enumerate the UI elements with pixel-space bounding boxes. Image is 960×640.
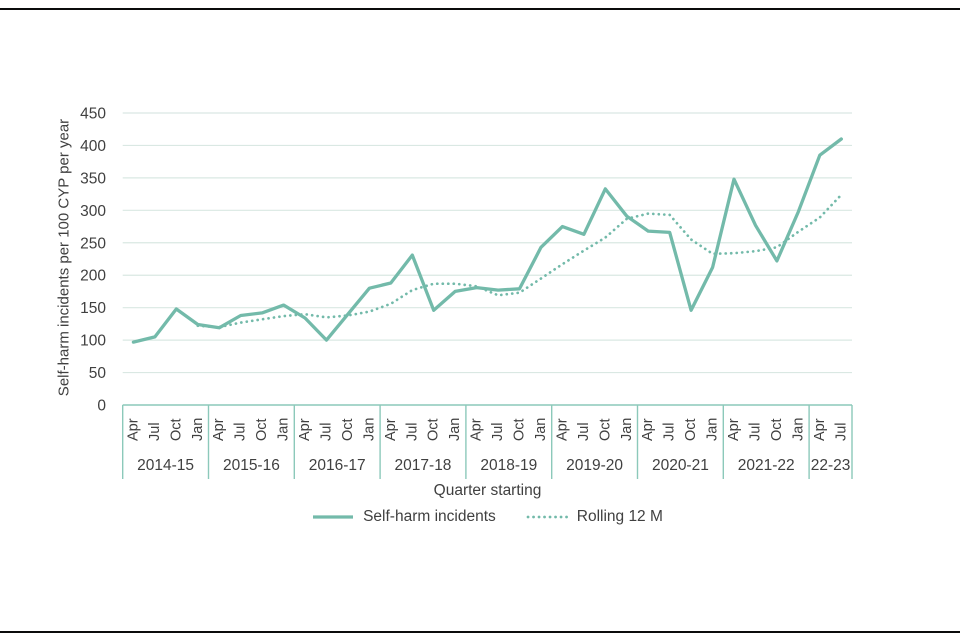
quarter-tick-label: Oct [683,418,699,441]
chart-legend: Self-harm incidents Rolling 12 M [123,508,852,526]
quarter-tick-label: Apr [469,418,485,441]
quarter-tick-label: Jan [619,418,635,441]
quarter-tick-label: Jan [790,418,806,441]
quarter-tick-label: Jul [490,422,506,441]
y-tick-label: 200 [80,268,106,285]
legend-item-rolling-12m: Rolling 12 M [526,508,663,526]
year-group-label: 2014-15 [137,457,194,474]
y-axis-title: Self-harm incidents per 100 CYP per year [55,118,73,397]
quarter-tick-label: Apr [211,418,227,441]
quarter-tick-label: Oct [340,418,356,441]
quarter-tick-label: Jul [404,422,420,441]
y-tick-label: 100 [80,333,106,350]
quarter-tick-label: Oct [512,418,528,441]
year-group-label: 2020-21 [652,457,709,474]
legend-item-self-harm-incidents: Self-harm incidents [312,508,496,526]
year-group-label: 2019-20 [566,457,623,474]
legend-label: Self-harm incidents [363,508,496,525]
quarter-tick-label: Jan [533,418,549,441]
quarter-tick-label: Oct [769,418,785,441]
quarter-tick-label: Jan [276,418,292,441]
year-group-label: 2018-19 [480,457,537,474]
quarter-tick-label: Apr [726,418,742,441]
dotted-line-swatch [526,515,568,519]
quarter-tick-label: Jan [705,418,721,441]
quarter-tick-label: Jan [447,418,463,441]
bottom-border-line [0,631,960,633]
quarter-tick-label: Oct [168,418,184,441]
year-group-label: 22-23 [811,457,851,474]
quarter-tick-label: Oct [597,418,613,441]
y-tick-label: 350 [80,170,106,187]
quarter-tick-label: Jan [361,418,377,441]
quarter-tick-label: Jul [833,422,849,441]
y-tick-label: 300 [80,203,106,220]
y-tick-label: 0 [97,398,106,415]
year-group-label: 2015-16 [223,457,280,474]
quarter-tick-label: Apr [812,418,828,441]
quarter-tick-label: Oct [254,418,270,441]
x-axis-title: Quarter starting [433,482,542,499]
self-harm-incidents-line [131,137,843,344]
quarter-tick-label: Jul [662,422,678,441]
quarter-tick-label: Jul [747,422,763,441]
year-group-label: 2021-22 [738,457,795,474]
y-tick-label: 50 [89,365,107,382]
quarter-tick-label: Jul [318,422,334,441]
quarter-tick-label: Jul [576,422,592,441]
y-tick-label: 150 [80,300,106,317]
quarter-tick-label: Oct [426,418,442,441]
year-group-label: 2016-17 [309,457,366,474]
quarter-tick-label: Apr [125,418,141,441]
quarter-tick-label: Jul [147,422,163,441]
quarter-tick-label: Apr [554,418,570,441]
quarter-tick-label: Apr [383,418,399,441]
solid-line-swatch [313,515,354,519]
y-tick-label: 250 [80,235,106,252]
legend-label: Rolling 12 M [576,508,663,525]
quarter-tick-label: Jan [190,418,206,441]
year-group-label: 2017-18 [395,457,452,474]
top-border-line [0,8,960,10]
quarter-tick-label: Jul [233,422,249,441]
y-tick-label: 450 [80,106,106,123]
y-tick-label: 400 [80,138,106,155]
quarter-tick-label: Apr [297,418,313,441]
quarter-tick-label: Apr [640,418,656,441]
